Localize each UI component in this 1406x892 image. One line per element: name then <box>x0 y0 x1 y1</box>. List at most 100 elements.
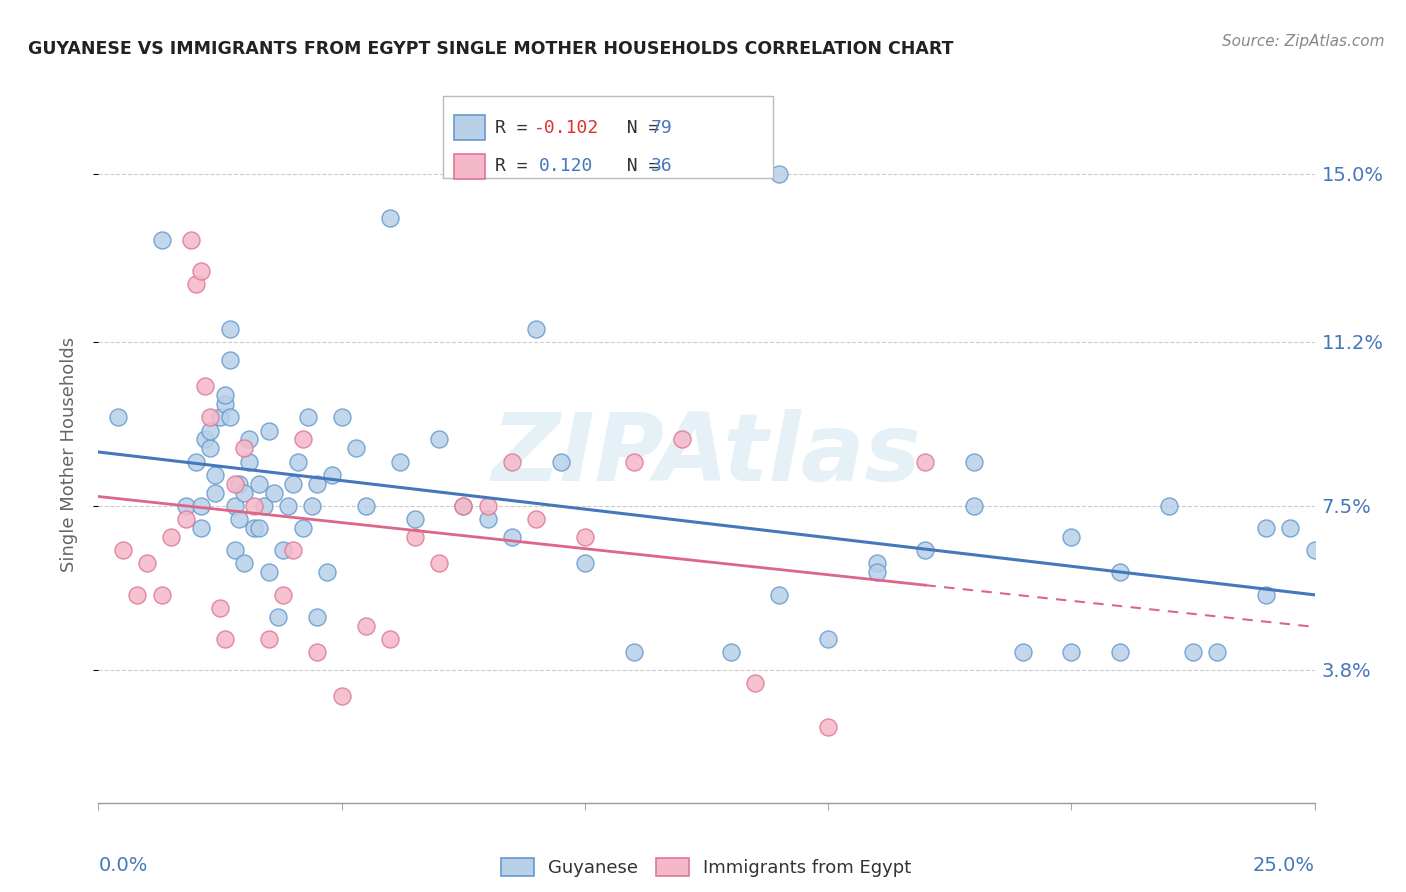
Point <box>321 467 343 482</box>
Point <box>768 167 790 181</box>
Text: R =: R = <box>495 119 538 136</box>
Point <box>257 632 280 646</box>
Point <box>963 499 986 513</box>
Point <box>218 352 240 367</box>
Point <box>224 543 246 558</box>
Point <box>253 499 276 513</box>
Point <box>427 557 450 571</box>
Point <box>671 433 693 447</box>
Point <box>453 499 475 513</box>
Point <box>477 512 499 526</box>
Point <box>271 543 294 558</box>
Point <box>477 499 499 513</box>
Point <box>243 499 266 513</box>
Point <box>344 442 367 456</box>
Text: N =: N = <box>605 157 669 175</box>
Point <box>194 379 217 393</box>
Point <box>263 485 285 500</box>
Text: 25.0%: 25.0% <box>1253 856 1315 875</box>
Point <box>427 433 450 447</box>
Point <box>228 512 250 526</box>
Point <box>1109 566 1132 580</box>
Point <box>238 454 260 468</box>
Point <box>297 410 319 425</box>
Text: -0.102: -0.102 <box>534 119 599 136</box>
Point <box>247 476 270 491</box>
Point <box>180 233 202 247</box>
Point <box>228 476 250 491</box>
Text: 36: 36 <box>651 157 672 175</box>
Point <box>150 233 173 247</box>
Text: Source: ZipAtlas.com: Source: ZipAtlas.com <box>1222 34 1385 49</box>
Point <box>1060 645 1083 659</box>
Point <box>218 410 240 425</box>
Point <box>404 512 426 526</box>
Point <box>233 442 256 456</box>
Point <box>550 454 572 468</box>
Point <box>127 587 149 601</box>
Point <box>1109 645 1132 659</box>
Point <box>174 512 197 526</box>
Point <box>291 433 314 447</box>
Point <box>1206 645 1229 659</box>
Point <box>866 566 889 580</box>
Point <box>817 721 839 735</box>
Point <box>524 512 547 526</box>
Point <box>1011 645 1033 659</box>
Point <box>209 410 232 425</box>
Point <box>307 609 329 624</box>
Point <box>380 632 402 646</box>
Point <box>389 454 412 468</box>
Point <box>200 410 222 425</box>
Point <box>330 410 353 425</box>
Point <box>214 388 236 402</box>
Point <box>111 543 134 558</box>
Point <box>574 557 596 571</box>
Point <box>233 557 256 571</box>
Point <box>1157 499 1180 513</box>
Text: 79: 79 <box>651 119 672 136</box>
Text: ZIPAtlas: ZIPAtlas <box>492 409 921 501</box>
Point <box>453 499 475 513</box>
Point <box>190 521 212 535</box>
Point <box>200 424 222 438</box>
Point <box>214 397 236 411</box>
Text: R =: R = <box>495 157 538 175</box>
Point <box>194 433 217 447</box>
Point <box>404 530 426 544</box>
Point <box>257 566 280 580</box>
Point <box>247 521 270 535</box>
Point <box>204 467 226 482</box>
Point <box>184 454 207 468</box>
Point <box>623 454 645 468</box>
Point <box>501 454 523 468</box>
Point <box>1254 521 1277 535</box>
Point <box>914 543 936 558</box>
Point <box>200 442 222 456</box>
Point <box>817 632 839 646</box>
Point <box>307 645 329 659</box>
Point <box>281 476 304 491</box>
Point <box>1279 521 1302 535</box>
Point <box>204 485 226 500</box>
Point <box>218 321 240 335</box>
Point <box>524 321 547 335</box>
Text: 0.120: 0.120 <box>538 157 593 175</box>
Point <box>224 499 246 513</box>
Point <box>1182 645 1205 659</box>
Point <box>301 499 323 513</box>
Point <box>963 454 986 468</box>
Point <box>214 632 236 646</box>
Point <box>277 499 299 513</box>
Point <box>233 485 256 500</box>
Point <box>914 454 936 468</box>
Text: GUYANESE VS IMMIGRANTS FROM EGYPT SINGLE MOTHER HOUSEHOLDS CORRELATION CHART: GUYANESE VS IMMIGRANTS FROM EGYPT SINGLE… <box>28 40 953 58</box>
Point <box>744 676 766 690</box>
Point <box>150 587 173 601</box>
Point <box>271 587 294 601</box>
Point <box>238 433 260 447</box>
Legend: Guyanese, Immigrants from Egypt: Guyanese, Immigrants from Egypt <box>494 850 920 884</box>
Point <box>291 521 314 535</box>
Y-axis label: Single Mother Households: Single Mother Households <box>59 337 77 573</box>
Point <box>281 543 304 558</box>
